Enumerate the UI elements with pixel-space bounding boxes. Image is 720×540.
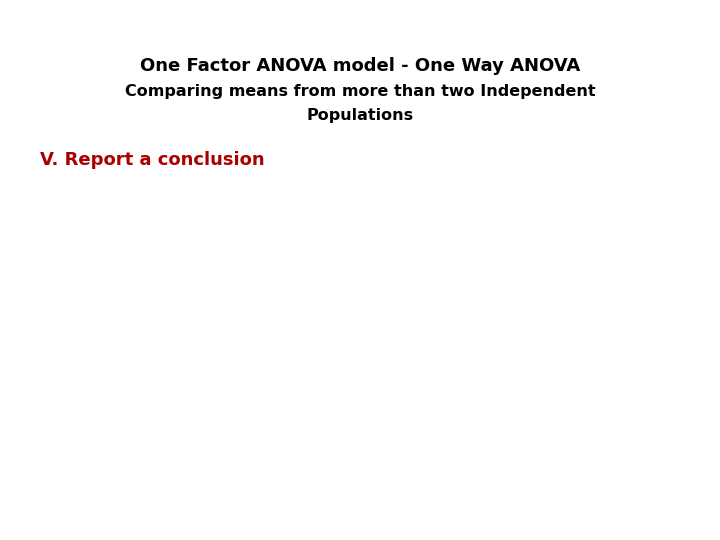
Text: Comparing means from more than two Independent: Comparing means from more than two Indep…: [125, 84, 595, 99]
Text: Populations: Populations: [307, 108, 413, 123]
Text: V. Report a conclusion: V. Report a conclusion: [40, 151, 264, 169]
Text: One Factor ANOVA model - One Way ANOVA: One Factor ANOVA model - One Way ANOVA: [140, 57, 580, 75]
